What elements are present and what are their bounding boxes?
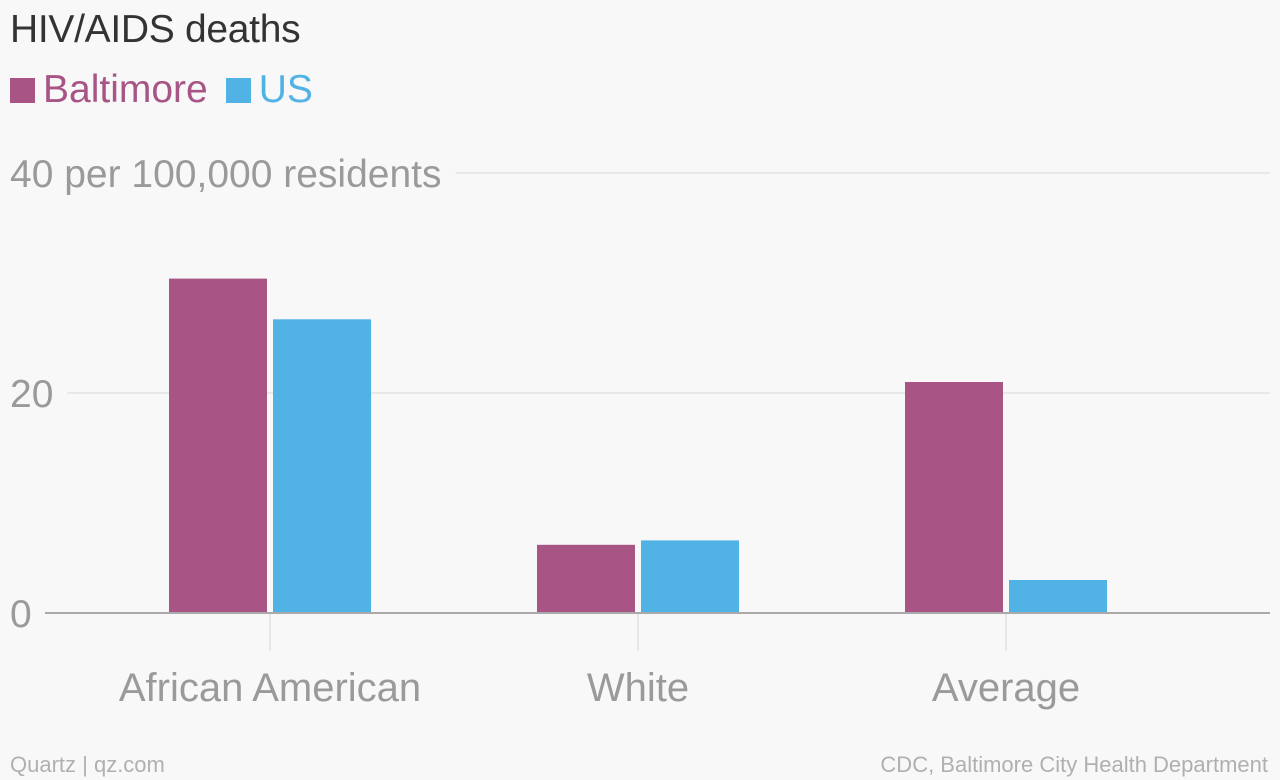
bar-us-average	[1009, 580, 1107, 613]
bar-baltimore-african-american	[169, 278, 267, 613]
legend: Baltimore US	[10, 68, 331, 112]
legend-item-baltimore: Baltimore	[10, 68, 208, 112]
legend-item-us: US	[225, 68, 313, 112]
x-tick-label: African American	[119, 666, 421, 710]
bar-us-white	[641, 540, 739, 613]
legend-swatch-us	[225, 77, 251, 103]
y-tick-label: 0	[10, 593, 32, 636]
footer-source: CDC, Baltimore City Health Department	[880, 752, 1268, 777]
x-tick-label: White	[587, 666, 689, 710]
legend-swatch-baltimore	[10, 77, 35, 103]
x-tick-label: Average	[932, 666, 1080, 710]
footer-credit: Quartz | qz.com	[10, 752, 165, 777]
bar-baltimore-average	[905, 382, 1003, 613]
chart-title: HIV/AIDS deaths	[10, 8, 301, 51]
y-tick-label: 40 per 100,000 residents	[10, 153, 441, 196]
bar-us-african-american	[273, 319, 371, 613]
y-tick-label: 20	[10, 373, 53, 416]
legend-label-baltimore: Baltimore	[43, 68, 208, 111]
legend-label-us: US	[258, 68, 313, 111]
bar-baltimore-white	[537, 544, 635, 613]
